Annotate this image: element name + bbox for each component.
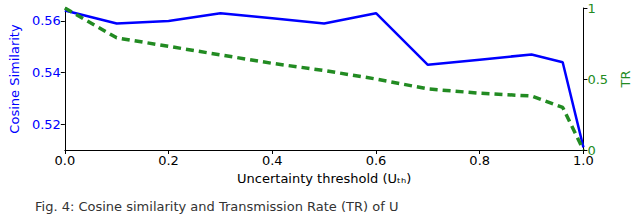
svg-text:0.4: 0.4: [262, 153, 283, 168]
svg-text:1: 1: [587, 1, 595, 16]
svg-text:0.2: 0.2: [158, 153, 179, 168]
svg-text:0.56: 0.56: [32, 13, 61, 28]
svg-text:0.0: 0.0: [55, 153, 76, 168]
svg-text:Cosine Similarity: Cosine Similarity: [7, 24, 22, 134]
svg-text:1.0: 1.0: [573, 153, 594, 168]
svg-text:TR: TR: [618, 71, 633, 89]
svg-text:0: 0: [587, 142, 596, 158]
svg-text:0.54: 0.54: [32, 65, 61, 80]
svg-text:Uncertainty threshold (Uₜₕ): Uncertainty threshold (Uₜₕ): [237, 171, 411, 186]
svg-text:0.5: 0.5: [587, 72, 608, 87]
svg-text:0.6: 0.6: [366, 153, 387, 168]
svg-text:0.52: 0.52: [32, 117, 61, 132]
svg-text:0.8: 0.8: [469, 153, 490, 168]
svg-text:Fig. 4: Cosine similarity and: Fig. 4: Cosine similarity and Transmissi…: [35, 199, 398, 214]
